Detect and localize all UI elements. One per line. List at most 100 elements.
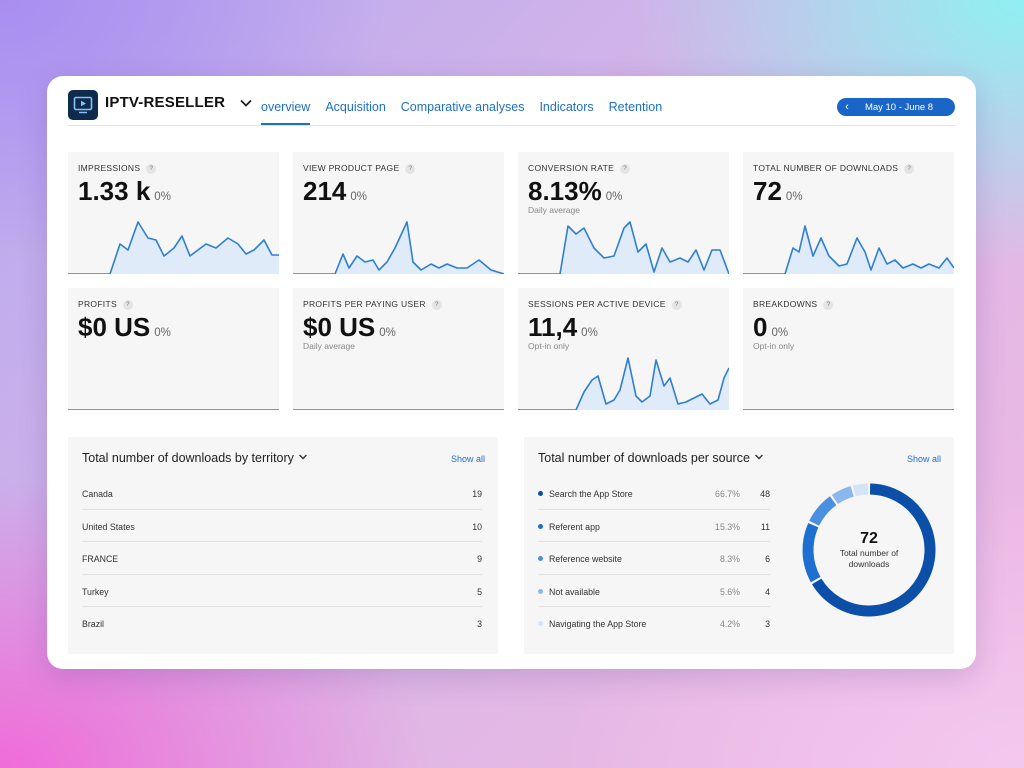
metric-value: 72 0% xyxy=(753,176,803,207)
date-range-label: May 10 - June 8 xyxy=(864,101,934,113)
metric-label: IMPRESSIONS? xyxy=(78,163,157,174)
sparkline-chart xyxy=(518,357,729,410)
help-icon[interactable]: ? xyxy=(823,300,834,310)
metric-label-text: VIEW PRODUCT PAGE xyxy=(303,163,400,173)
metric-value: 1.33 k 0% xyxy=(78,176,171,207)
sources-title[interactable]: Total number of downloads per source xyxy=(538,451,764,465)
metric-card-profits-per-paying-user[interactable]: PROFITS PER PAYING USER? $0 US 0% Daily ave… xyxy=(293,288,504,410)
help-icon[interactable]: ? xyxy=(620,164,631,174)
help-icon[interactable]: ? xyxy=(146,164,157,174)
sparkline-chart xyxy=(518,221,729,274)
metric-value: $0 US 0% xyxy=(78,312,171,343)
territory-row[interactable]: FRANCE 9 xyxy=(82,542,482,575)
source-count: 4 xyxy=(765,586,770,597)
metric-card-breakdowns[interactable]: BREAKDOWNS? 0 0% Opt-in only xyxy=(743,288,954,410)
sparkline-area xyxy=(743,226,954,274)
source-share: 5.6% xyxy=(719,586,740,597)
tab-overview[interactable]: overview xyxy=(261,100,311,125)
metric-change: 0% xyxy=(379,327,396,339)
tab-indicators[interactable]: Indicators xyxy=(539,100,594,114)
metric-value-text: $0 US xyxy=(303,312,376,342)
sources-show-all-link[interactable]: Show all xyxy=(906,454,941,464)
source-row[interactable]: Navigating the App Store 4.2% 3 xyxy=(538,607,770,640)
metric-value-text: 1.33 k xyxy=(78,176,151,206)
legend-dot-icon xyxy=(538,621,543,627)
territory-title[interactable]: Total number of downloads by territory xyxy=(82,451,308,465)
sparkline-area xyxy=(518,358,729,410)
metric-label-text: TOTAL NUMBER OF DOWNLOADS xyxy=(753,163,899,173)
donut-slice xyxy=(852,483,869,497)
source-row[interactable]: Referent app 15.3% 11 xyxy=(538,510,770,543)
donut-slice xyxy=(802,522,821,583)
source-name: Navigating the App Store xyxy=(549,619,647,630)
tv-play-icon xyxy=(73,96,93,114)
source-share: 15.3% xyxy=(715,521,740,532)
source-row[interactable]: Reference website 8.3% 6 xyxy=(538,542,770,575)
metric-value: 0 0% xyxy=(753,312,788,343)
sparkline-chart xyxy=(68,221,279,274)
source-row[interactable]: Search the App Store 66.7% 48 xyxy=(538,477,770,510)
help-icon[interactable]: ? xyxy=(904,164,915,174)
source-share: 66.7% xyxy=(715,489,740,499)
territory-row[interactable]: United States 10 xyxy=(82,510,482,543)
legend-dot-icon xyxy=(538,491,543,496)
sparkline-chart xyxy=(743,225,954,274)
metric-label-text: CONVERSION RATE xyxy=(528,163,615,173)
chevron-down-icon[interactable] xyxy=(239,96,253,110)
territory-row[interactable]: Turkey 5 xyxy=(82,575,482,608)
metric-card-total-number-of-downloads[interactable]: TOTAL NUMBER OF DOWNLOADS? 72 0% xyxy=(743,152,954,274)
help-icon[interactable]: ? xyxy=(671,300,682,310)
metric-card-conversion-rate[interactable]: CONVERSION RATE? 8.13% 0% Daily average xyxy=(518,152,729,274)
date-range-picker[interactable]: ‹ May 10 - June 8 xyxy=(837,98,955,116)
source-count: 11 xyxy=(760,521,770,532)
chevron-down-icon[interactable] xyxy=(298,452,308,462)
metric-label: PROFITS? xyxy=(78,299,133,310)
territory-name: FRANCE xyxy=(82,554,119,565)
tab-comparative-analyses[interactable]: Comparative analyses xyxy=(400,100,525,114)
metric-label: TOTAL NUMBER OF DOWNLOADS? xyxy=(753,163,915,174)
dashboard-window: IPTV-RESELLER overview Acquisition Compa… xyxy=(47,76,976,669)
help-icon[interactable]: ? xyxy=(122,300,133,310)
metric-card-view-product-page[interactable]: VIEW PRODUCT PAGE? 214 0% xyxy=(293,152,504,274)
help-icon[interactable]: ? xyxy=(405,164,416,174)
tab-retention[interactable]: Retention xyxy=(608,100,663,114)
metric-label: SESSIONS PER ACTIVE DEVICE? xyxy=(528,299,682,310)
metric-value-text: 72 xyxy=(753,176,782,206)
territory-row[interactable]: Brazil 3 xyxy=(82,607,482,640)
source-share: 4.2% xyxy=(719,619,740,630)
metric-change: 0% xyxy=(771,327,789,339)
sources-title-text: Total number of downloads per source xyxy=(538,451,750,465)
help-icon[interactable]: ? xyxy=(431,300,442,310)
metric-label-text: PROFITS xyxy=(78,299,117,309)
territory-row[interactable]: Canada 19 xyxy=(82,477,482,510)
metric-value-text: $0 US xyxy=(78,312,151,342)
top-header: IPTV-RESELLER overview Acquisition Compa… xyxy=(68,90,955,126)
metric-change: 0% xyxy=(154,191,171,203)
metric-value: 11,4 0% xyxy=(528,312,598,343)
metric-change: 0% xyxy=(154,327,171,339)
chevron-down-icon[interactable] xyxy=(754,452,764,462)
sources-list: Search the App Store 66.7% 48 Referent app 1… xyxy=(538,477,770,640)
metric-card-profits[interactable]: PROFITS? $0 US 0% xyxy=(68,288,279,410)
sparkline-line xyxy=(518,357,729,410)
metric-value: 214 0% xyxy=(303,176,367,207)
metric-card-impressions[interactable]: IMPRESSIONS? 1.33 k 0% xyxy=(68,152,279,274)
metric-label-text: SESSIONS PER ACTIVE DEVICE xyxy=(528,299,666,309)
territory-show-all-link[interactable]: Show all xyxy=(450,454,485,464)
app-logo[interactable] xyxy=(68,90,98,120)
chevron-left-icon[interactable]: ‹ xyxy=(845,101,849,113)
legend-dot-icon xyxy=(538,588,543,594)
donut-total-label: Total number of downloads xyxy=(839,548,899,569)
metric-card-sessions-per-active-device[interactable]: SESSIONS PER ACTIVE DEVICE? 11,4 0% Opt-in … xyxy=(518,288,729,410)
app-name[interactable]: IPTV-RESELLER xyxy=(105,94,226,111)
metric-label-text: PROFITS PER PAYING USER xyxy=(303,299,426,309)
metric-value-text: 214 xyxy=(303,176,347,206)
tab-acquisition[interactable]: Acquisition xyxy=(325,100,386,114)
territory-name: Brazil xyxy=(82,619,104,630)
metric-label: VIEW PRODUCT PAGE? xyxy=(303,163,416,174)
territory-name: United States xyxy=(82,521,135,532)
territory-count: 19 xyxy=(472,489,482,499)
source-row[interactable]: Not available 5.6% 4 xyxy=(538,575,770,608)
territory-count: 9 xyxy=(477,554,482,565)
territory-title-text: Total number of downloads by territory xyxy=(82,451,294,465)
